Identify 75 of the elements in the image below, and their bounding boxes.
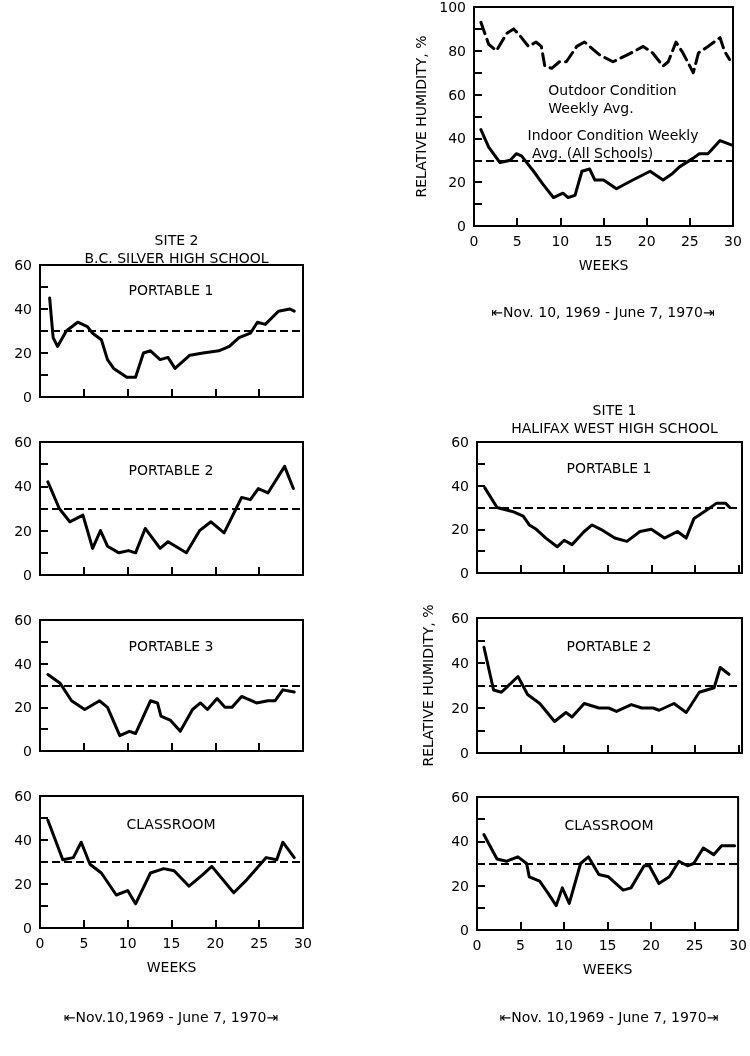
x-tick-label: 25 — [250, 935, 269, 951]
y-tick-label: 0 — [460, 565, 469, 581]
y-axis-title: RELATIVE HUMIDITY, % — [420, 604, 436, 767]
x-tick-label: 5 — [512, 233, 522, 249]
y-tick-label: 20 — [451, 877, 469, 894]
y-tick-label: 40 — [14, 478, 32, 495]
y-tick-label: 20 — [451, 700, 469, 716]
y-tick-label: 80 — [448, 42, 466, 59]
y-tick-label: 0 — [460, 745, 469, 761]
x-axis-title: WEEKS — [582, 961, 633, 977]
annotation: PORTABLE 1 — [566, 460, 652, 476]
x-tick-label: 0 — [35, 935, 45, 951]
x-tick-label: 5 — [79, 935, 89, 951]
x-tick-label: 20 — [642, 937, 660, 953]
series-label: Outdoor Condition Weekly Avg. — [548, 82, 682, 117]
annotation: CLASSROOM — [126, 816, 216, 832]
y-tick-label: 0 — [23, 389, 32, 405]
x-tick-label: 15 — [162, 935, 181, 951]
y-tick-label: 40 — [14, 832, 32, 848]
x-tick-label: 30 — [724, 233, 742, 249]
y-tick-label: 40 — [451, 833, 469, 850]
y-tick-label: 20 — [448, 174, 466, 191]
text: ⇤Nov.10,1969 - June 7, 1970⇥ — [63, 1009, 279, 1025]
x-tick-label: 15 — [594, 233, 613, 249]
x-tick-label: 0 — [472, 937, 482, 953]
y-tick-label: 60 — [451, 434, 469, 450]
y-tick-label: 20 — [14, 522, 32, 539]
x-tick-label: 10 — [551, 233, 570, 249]
chart-subtitle: HALIFAX WEST HIGH SCHOOL — [511, 420, 718, 436]
y-tick-label: 100 — [439, 0, 466, 15]
y-tick-label: 0 — [23, 567, 32, 583]
x-tick-label: 25 — [680, 233, 699, 249]
x-tick-label: 5 — [516, 937, 525, 953]
x-tick-label: 20 — [206, 935, 225, 951]
annotation: PORTABLE 3 — [128, 638, 214, 654]
y-tick-label: 40 — [14, 655, 32, 672]
x-tick-label: 25 — [685, 937, 704, 953]
x-tick-label: 30 — [294, 935, 312, 951]
y-tick-label: 0 — [23, 743, 32, 759]
x-tick-label: 15 — [598, 937, 617, 953]
x-axis-title: WEEKS — [146, 959, 197, 975]
chart-subtitle: B.C. SILVER HIGH SCHOOL — [84, 250, 269, 266]
y-tick-label: 60 — [14, 612, 32, 628]
x-tick-label: 10 — [555, 937, 573, 953]
annotation: PORTABLE 2 — [566, 638, 652, 654]
chart-title: SITE 1 — [592, 402, 637, 418]
y-tick-label: 40 — [451, 655, 469, 671]
annotation: PORTABLE 2 — [128, 462, 214, 478]
y-tick-label: 20 — [14, 876, 32, 892]
text: ⇤Nov. 10, 1969 - June 7, 1970⇥ — [491, 304, 715, 320]
annotation: CLASSROOM — [564, 817, 654, 833]
y-tick-label: 20 — [14, 699, 32, 716]
y-tick-label: 20 — [451, 521, 469, 538]
text: ⇤Nov. 10,1969 - June 7, 1970⇥ — [499, 1009, 719, 1025]
y-tick-label: 0 — [460, 922, 469, 938]
x-tick-label: 30 — [729, 937, 748, 953]
annotation: PORTABLE 1 — [128, 282, 214, 298]
x-tick-label: 20 — [637, 233, 656, 249]
series-label: Indoor Condition Weekly Avg. (All Schools) — [527, 127, 699, 162]
y-tick-label: 40 — [448, 130, 466, 147]
y-tick-label: 60 — [14, 434, 32, 450]
y-tick-label: 60 — [448, 86, 466, 103]
y-axis-title: RELATIVE HUMIDITY, % — [413, 35, 430, 198]
y-tick-label: 60 — [14, 788, 32, 804]
x-tick-label: 10 — [118, 935, 137, 951]
y-tick-label: 60 — [451, 789, 469, 805]
y-tick-label: 20 — [14, 345, 32, 361]
y-tick-label: 40 — [451, 477, 469, 494]
y-tick-label: 60 — [14, 257, 32, 273]
y-tick-label: 0 — [23, 920, 32, 936]
x-axis-title: WEEKS — [578, 257, 629, 273]
chart-title: SITE 2 — [154, 232, 199, 248]
y-tick-label: 40 — [14, 301, 32, 317]
y-tick-label: 0 — [457, 218, 466, 234]
y-tick-label: 60 — [451, 610, 469, 626]
